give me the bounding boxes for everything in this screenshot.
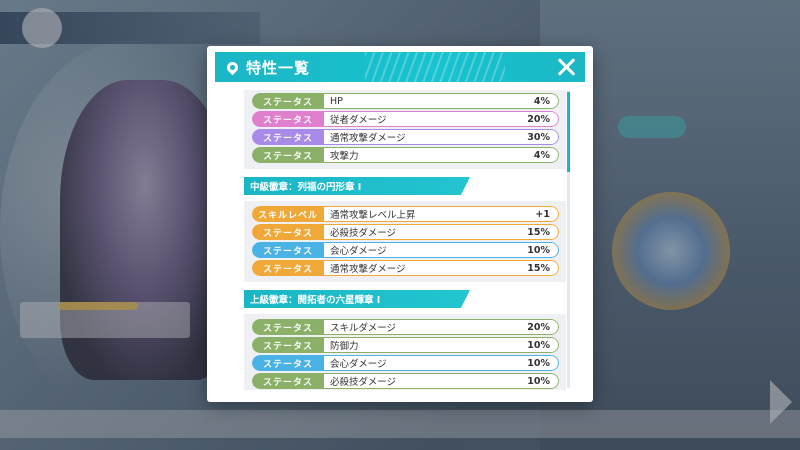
location-pin-icon <box>224 59 241 75</box>
trait-detail: 必殺技ダメージ 10% <box>324 373 559 389</box>
trait-value: 4% <box>533 95 550 107</box>
trait-name: 通常攻撃ダメージ <box>330 133 406 144</box>
trait-type-tag: ステータス <box>252 319 324 335</box>
trait-value: 10% <box>527 375 550 387</box>
trait-type-tag: ステータス <box>252 129 324 145</box>
trait-value: 15% <box>527 226 550 238</box>
trait-value: 10% <box>527 244 550 256</box>
trait-row: ステータス 必殺技ダメージ 10% <box>252 373 559 389</box>
traits-list[interactable]: ステータス HP 4% ステータス 従者ダメージ 20% ステータス 通常攻撃ダメージ 30% ス… <box>244 90 566 390</box>
trait-type-tag: ステータス <box>252 224 324 240</box>
trait-value: 4% <box>533 149 550 161</box>
trait-name: 会心ダメージ <box>330 359 387 370</box>
trait-value: 20% <box>527 321 550 333</box>
trait-name: 従者ダメージ <box>330 115 387 126</box>
section-header: 上級徽章：開拓者の六星輝章 Ⅰ <box>244 290 470 308</box>
trait-value: +1 <box>535 208 550 220</box>
trait-detail: HP 4% <box>324 93 559 109</box>
trait-type-tag: ステータス <box>252 147 324 163</box>
trait-value: 10% <box>527 339 550 351</box>
trait-detail: 会心ダメージ 10% <box>324 242 559 258</box>
trait-name: 必殺技ダメージ <box>330 377 397 388</box>
modal-title: 特性一覧 <box>246 58 311 77</box>
trait-row: ステータス 従者ダメージ 20% <box>252 111 559 127</box>
trait-detail: 従者ダメージ 20% <box>324 111 559 127</box>
header-decoration <box>365 52 505 82</box>
trait-detail: 必殺技ダメージ 15% <box>324 224 559 240</box>
trait-type-tag: ステータス <box>252 93 324 109</box>
trait-row: ステータス 防御力 10% <box>252 337 559 353</box>
trait-name: 通常攻撃ダメージ <box>330 264 406 275</box>
background-bottom-menu <box>0 410 800 438</box>
trait-type-tag: ステータス <box>252 111 324 127</box>
trait-type-tag: ステータス <box>252 260 324 276</box>
trait-detail: 防御力 10% <box>324 337 559 353</box>
trait-type-tag: ステータス <box>252 373 324 389</box>
trait-value: 10% <box>527 357 550 369</box>
trait-value: 20% <box>527 113 550 125</box>
modal-header: 特性一覧 <box>215 52 585 82</box>
trait-row: ステータス 必殺技ダメージ 15% <box>252 224 559 240</box>
scrollbar-thumb[interactable] <box>567 92 570 172</box>
character-art <box>60 80 230 380</box>
next-arrow-icon <box>770 380 792 424</box>
trait-group: ステータス スキルダメージ 20% ステータス 防御力 10% ステータス 会心ダメージ 10%… <box>244 314 566 390</box>
trait-value: 15% <box>527 262 550 274</box>
trait-row: ステータス スキルダメージ 20% <box>252 319 559 335</box>
trait-row: スキルレベル 通常攻撃レベル上昇 +1 <box>252 206 559 222</box>
trait-name: スキルダメージ <box>330 323 397 334</box>
rarity-stars <box>58 302 138 310</box>
trait-detail: 攻撃力 4% <box>324 147 559 163</box>
back-button-background <box>22 8 62 48</box>
trait-value: 30% <box>527 131 550 143</box>
trait-name: HP <box>330 95 343 107</box>
trait-type-tag: ステータス <box>252 355 324 371</box>
trait-row: ステータス 通常攻撃ダメージ 30% <box>252 129 559 145</box>
trait-row: ステータス 会心ダメージ 10% <box>252 242 559 258</box>
trait-group: スキルレベル 通常攻撃レベル上昇 +1 ステータス 必殺技ダメージ 15% ステータス 会心ダ… <box>244 201 566 282</box>
trait-detail: 通常攻撃レベル上昇 +1 <box>324 206 559 222</box>
background-chip <box>618 116 686 138</box>
section-header-label: 上級徽章：開拓者の六星輝章 Ⅰ <box>250 295 381 306</box>
medal-emblem <box>612 192 730 310</box>
trait-group: ステータス HP 4% ステータス 従者ダメージ 20% ステータス 通常攻撃ダメージ 30% ス… <box>244 90 566 169</box>
close-icon[interactable] <box>555 56 577 78</box>
trait-name: 必殺技ダメージ <box>330 228 397 239</box>
trait-name: 防御力 <box>330 341 359 352</box>
trait-detail: 会心ダメージ 10% <box>324 355 559 371</box>
trait-detail: 通常攻撃ダメージ 30% <box>324 129 559 145</box>
trait-detail: 通常攻撃ダメージ 15% <box>324 260 559 276</box>
trait-row: ステータス HP 4% <box>252 93 559 109</box>
trait-row: ステータス 会心ダメージ 10% <box>252 355 559 371</box>
trait-name: 攻撃力 <box>330 151 359 162</box>
section-header-label: 中級徽章：列福の円形章 Ⅰ <box>250 182 362 193</box>
traits-list-modal: 特性一覧 ステータス HP 4% ステータス 従者ダメージ 20% ステータス 通常攻撃ダメー… <box>207 46 593 402</box>
trait-row: ステータス 通常攻撃ダメージ 15% <box>252 260 559 276</box>
scrollbar[interactable] <box>567 90 570 388</box>
section-header: 中級徽章：列福の円形章 Ⅰ <box>244 177 470 195</box>
trait-name: 通常攻撃レベル上昇 <box>330 210 416 221</box>
trait-type-tag: スキルレベル <box>252 206 324 222</box>
trait-type-tag: ステータス <box>252 337 324 353</box>
trait-type-tag: ステータス <box>252 242 324 258</box>
trait-detail: スキルダメージ 20% <box>324 319 559 335</box>
trait-name: 会心ダメージ <box>330 246 387 257</box>
trait-row: ステータス 攻撃力 4% <box>252 147 559 163</box>
